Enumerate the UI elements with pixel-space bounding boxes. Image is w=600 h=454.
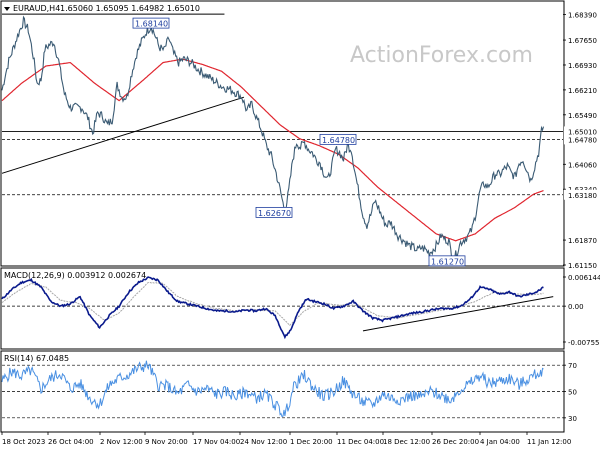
macd-trendlines xyxy=(362,296,554,332)
y-tick-label: 1.66930 xyxy=(568,62,597,70)
level-tag-bg xyxy=(564,134,598,145)
y-tick-label: 70 xyxy=(568,362,577,370)
trendline xyxy=(1,96,245,174)
rsi-header: RSI(14) 67.0485 xyxy=(4,354,69,363)
symbol-label: EURAUD,H4 xyxy=(13,4,60,13)
level-tag-label: 1.63180 xyxy=(568,192,597,200)
macd-main-path xyxy=(1,276,544,340)
x-tick-label: 2 Nov 12:00 xyxy=(100,438,143,446)
rsi-y-axis: 70 50 30 xyxy=(563,362,577,423)
rsi-path xyxy=(1,360,544,418)
price-callout-box xyxy=(428,255,466,267)
price-panel-frame xyxy=(0,0,565,267)
y-tick-label: 30 xyxy=(568,415,577,423)
x-tick-label: 11 Jan 12:00 xyxy=(527,438,571,446)
x-tick-label: 1 Dec 20:00 xyxy=(290,438,333,446)
level-tag-bg xyxy=(564,126,598,137)
y-tick-label: 1.66210 xyxy=(568,87,597,95)
macd-header: MACD(12,26,9) 0.003912 0.002674 xyxy=(4,271,146,280)
macd-panel-frame xyxy=(0,267,565,350)
x-tick-label: 24 Nov 12:00 xyxy=(240,438,287,446)
x-tick-label: 11 Dec 04:00 xyxy=(337,438,384,446)
price-y-axis: 1.68390 1.67650 1.66930 1.66210 1.65490 1.640… xyxy=(563,11,598,270)
x-tick-label: 18 Oct 2023 xyxy=(2,438,45,446)
price-callout-box xyxy=(255,206,293,218)
y-tick-label: 50 xyxy=(568,389,577,397)
dropdown-triangle-icon[interactable] xyxy=(4,7,10,11)
ema-line xyxy=(1,58,544,242)
macd-trendline xyxy=(362,296,554,332)
macd-y-axis: 0.006144 0.00 -0.007555 xyxy=(563,274,600,347)
price-callout-labels: 1.68140 1.64780 1.62670 1.61270 xyxy=(132,17,466,267)
price-header: EURAUD,H4 1.65060 1.65095 1.64982 1.6501… xyxy=(4,4,200,13)
y-tick-label: 1.61150 xyxy=(568,262,597,270)
y-tick-label: 0.006144 xyxy=(568,274,600,282)
ohlc-values: 1.65060 1.65095 1.64982 1.65010 xyxy=(60,4,200,13)
x-tick-label: 17 Nov 04:00 xyxy=(193,438,240,446)
y-tick-label: 1.67650 xyxy=(568,37,597,45)
y-tick-label: 1.64060 xyxy=(568,161,597,169)
price-callout-box xyxy=(132,17,170,29)
x-tick-label: 26 Dec 20:00 xyxy=(432,438,479,446)
x-tick-label: 26 Oct 04:00 xyxy=(48,438,94,446)
x-tick-label: 4 Jan 04:00 xyxy=(480,438,520,446)
macd-signal-line xyxy=(1,281,544,327)
y-tick-label: -0.007555 xyxy=(568,339,600,347)
price-callout-label: 1.68140 xyxy=(135,20,168,29)
level-tag-bg xyxy=(564,189,598,200)
price-callout-label: 1.62670 xyxy=(258,209,291,218)
price-callout-label: 1.61270 xyxy=(431,257,464,266)
price-horizontal-levels xyxy=(2,131,563,196)
level-tag-label: 1.64780 xyxy=(568,136,597,144)
watermark: ActionForex.com xyxy=(350,43,533,68)
y-tick-label: 0.00 xyxy=(568,303,584,311)
rsi-line xyxy=(1,360,544,418)
price-callout-label: 1.64780 xyxy=(322,136,355,145)
macd-signal-path xyxy=(1,281,544,327)
y-tick-label: 1.65490 xyxy=(568,112,597,120)
x-axis: 18 Oct 2023 26 Oct 04:00 2 Nov 12:00 9 Nov … xyxy=(1,432,571,446)
rsi-levels xyxy=(2,364,563,419)
ema-path xyxy=(1,58,544,242)
macd-main-line xyxy=(1,276,544,340)
level-tag-label: 1.65010 xyxy=(568,128,597,136)
x-tick-label: 9 Nov 20:00 xyxy=(145,438,188,446)
price-callout-box xyxy=(319,133,357,145)
x-tick-label: 18 Dec 12:00 xyxy=(383,438,430,446)
y-tick-label: 1.68390 xyxy=(568,11,597,19)
y-tick-label: 1.61870 xyxy=(568,237,597,245)
price-trendlines xyxy=(1,13,245,174)
